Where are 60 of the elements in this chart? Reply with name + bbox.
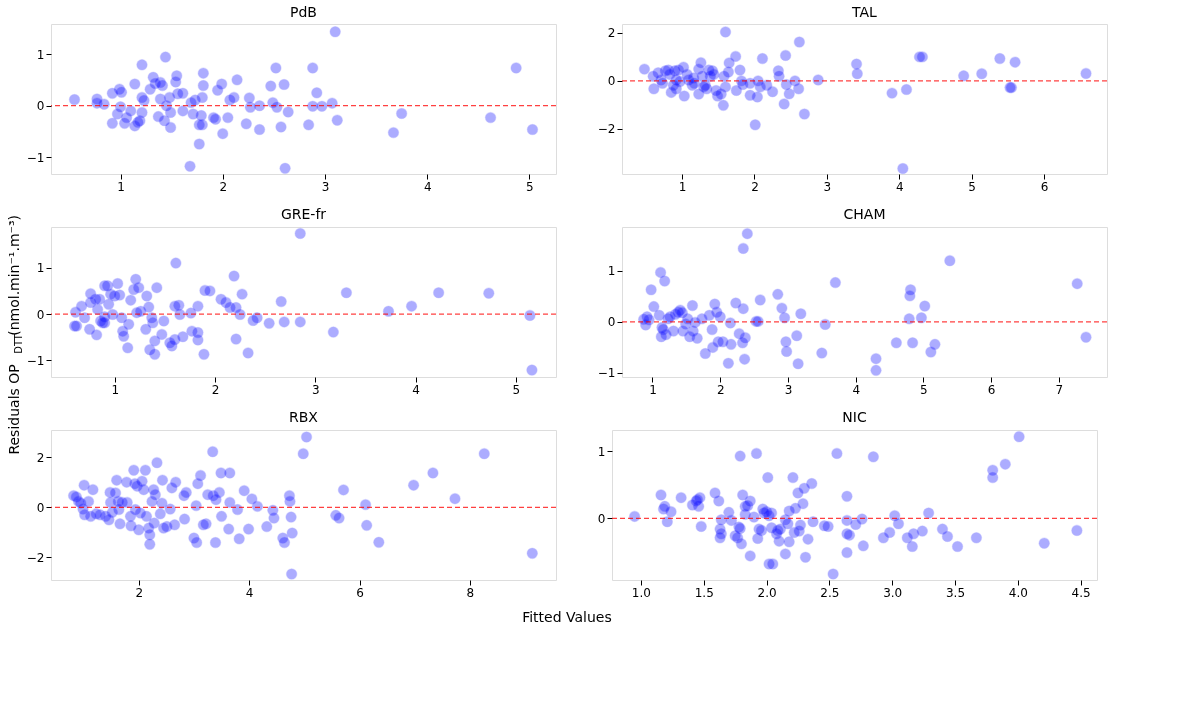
chart-title: NIC [842,409,867,426]
x-tick-label: 2 [219,179,228,194]
y-tick-label: 0 [597,511,606,526]
x-tick-label: 2 [716,382,725,397]
x-tick-label: 3 [311,382,320,397]
y-tick-label: −2 [597,122,616,137]
x-axis-title: Fitted Values [522,608,612,625]
y-tick-label: 0 [36,99,45,114]
x-tick-label: 1 [111,382,120,397]
x-tick-label: 3.0 [883,585,903,600]
x-tick-label: 2 [211,382,220,397]
x-tick-label: 4.0 [1008,585,1028,600]
x-tick-label: 5 [968,179,976,194]
x-tick-label: 4 [895,179,904,194]
x-tick-label: 2.5 [820,585,840,600]
x-tick-label: 8 [466,585,475,600]
x-tick-label: 3.5 [945,585,966,600]
x-tick-label: 3 [823,179,832,194]
y-tick-label: 0 [36,500,45,515]
x-tick-label: 5 [920,382,928,397]
x-tick-label: 6 [356,585,364,600]
y-tick-label: 1 [607,264,616,279]
x-tick-label: 1.0 [631,585,651,600]
y-tick-label: 0 [607,315,616,330]
chart-title: TAL [851,4,878,20]
x-tick-label: 1 [649,382,657,397]
x-tick-label: 4.5 [1071,585,1091,600]
x-tick-label: 1 [678,179,687,194]
chart-title: PdB [290,4,317,20]
x-tick-label: 6 [987,382,996,397]
chart-title: CHAM [843,205,886,222]
x-tick-label: 3 [321,179,330,194]
y-tick-label: −2 [26,550,45,565]
x-tick-label: 2 [751,179,759,194]
x-tick-label: 2 [135,585,144,600]
y-tick-label: 1 [36,261,45,276]
x-tick-label: 5 [526,179,534,194]
y-tick-label: 1 [36,47,45,62]
y-tick-label: 1 [597,444,606,459]
y-tick-label: 0 [36,307,45,322]
x-tick-label: 1.5 [694,585,714,600]
x-tick-label: 5 [512,382,521,397]
x-tick-label: 4 [412,382,420,397]
y-tick-label: 2 [36,450,45,465]
x-tick-label: 2.0 [757,585,777,600]
y-tick-label: −1 [26,353,45,368]
y-tick-label: −1 [597,366,616,381]
x-tick-label: 4 [423,179,432,194]
x-tick-label: 3 [784,382,793,397]
x-tick-label: 6 [1040,179,1049,194]
chart-title: GRE-fr [280,205,327,222]
x-tick-label: 4 [852,382,861,397]
y-tick-label: −1 [26,150,45,165]
y-axis-title: Residuals OPDTT(nmol.min⁻¹.m⁻³) [6,214,24,455]
x-tick-label: 4 [245,585,254,600]
x-tick-label: 7 [1055,382,1064,397]
chart-title: RBX [289,409,319,426]
y-tick-label: 2 [607,26,616,41]
y-tick-label: 0 [607,74,616,89]
x-tick-label: 1 [117,179,125,194]
